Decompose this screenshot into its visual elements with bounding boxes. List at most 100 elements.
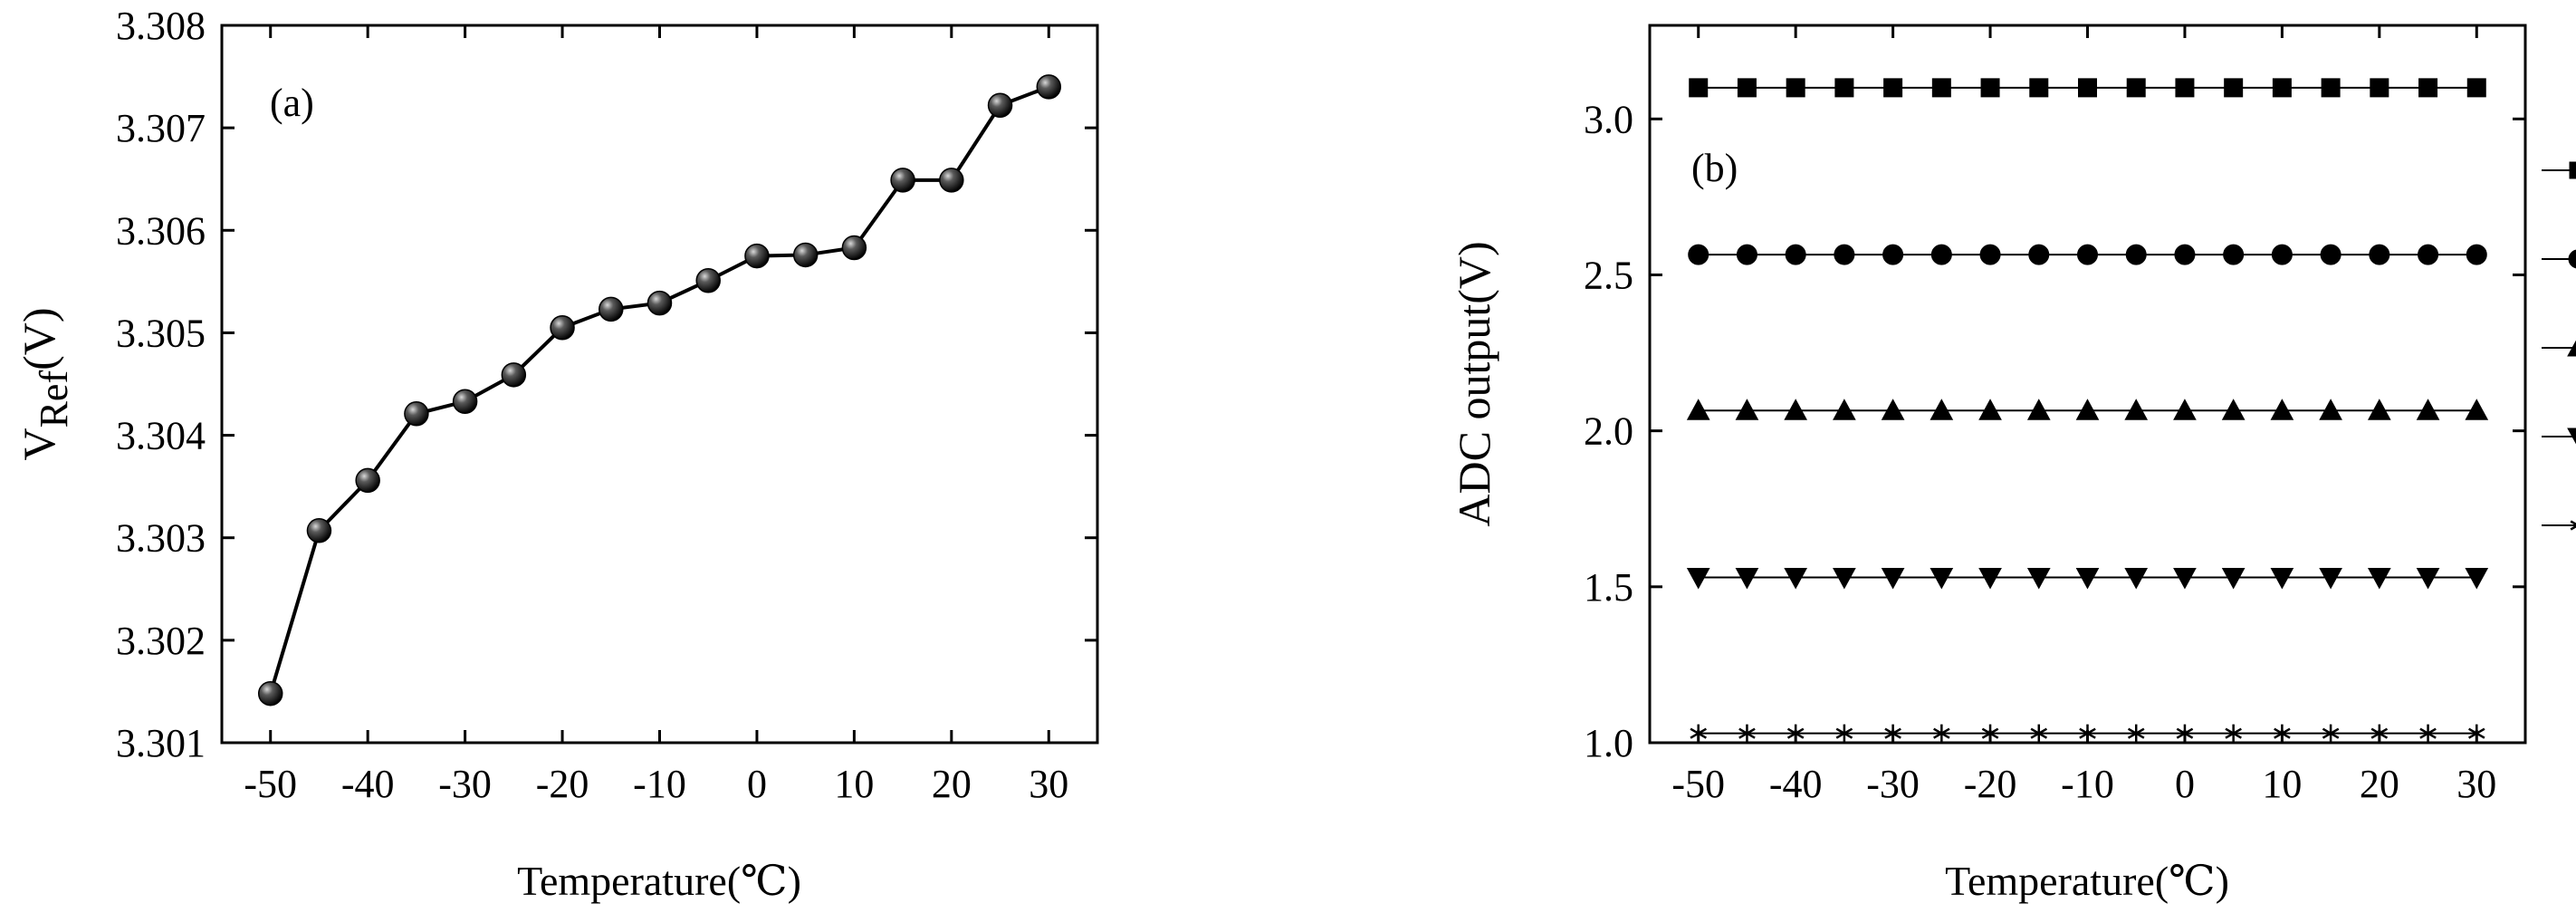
panel-b-data-point xyxy=(2319,399,2342,420)
panel-a-data-point xyxy=(646,290,673,316)
a-y-tick-label: 3.304 xyxy=(116,414,206,458)
panel-b-data-point xyxy=(1735,567,1759,590)
panel-b-data-point xyxy=(2223,244,2245,265)
panel-b-data-point xyxy=(1784,399,1808,420)
panel-b-data-point xyxy=(2124,567,2149,590)
panel-b-data-point xyxy=(2466,78,2486,98)
a-y-tick-label: 3.301 xyxy=(116,721,206,765)
panel-b-frame xyxy=(1648,24,2527,745)
panel-b-data-point xyxy=(1690,724,1708,743)
b-x-tick-label: 10 xyxy=(2262,762,2302,806)
panel-b-data-point xyxy=(2174,244,2196,265)
panel-a-data-point xyxy=(306,518,332,543)
panel-b-data-point xyxy=(2319,567,2342,590)
panel-b-data-point xyxy=(2369,244,2390,265)
panel-b-data-point xyxy=(1978,567,2002,590)
panel-b-series-3V xyxy=(1689,78,2486,98)
panel-b-data-point xyxy=(2077,244,2098,265)
panel-b-data-point xyxy=(2320,244,2341,265)
b-x-tick-label: -40 xyxy=(1769,762,1823,806)
panel-b-label: (b) xyxy=(1691,146,1738,190)
a-x-tick-label: 30 xyxy=(1029,762,1068,806)
panel-a-data-point xyxy=(939,168,964,193)
a-x-tick-label: -40 xyxy=(341,762,395,806)
a-x-tick-label: -10 xyxy=(633,762,686,806)
b-x-tick-label: 20 xyxy=(2360,762,2399,806)
panel-b-data-point xyxy=(1881,399,1905,420)
panel-a-data-point xyxy=(744,243,770,269)
panel-a-y-axis-title: VRef(V) xyxy=(14,307,76,460)
legend-item-1V: 1V xyxy=(2542,520,2576,531)
panel-b-data-point xyxy=(2321,78,2341,98)
legend-marker xyxy=(2569,161,2576,179)
panel-b-data-point xyxy=(2030,724,2048,743)
panel-a-label: (a) xyxy=(270,81,314,125)
panel-b-data-point xyxy=(2272,78,2292,98)
panel-b-data-point xyxy=(2175,78,2195,98)
panel-b-data-point xyxy=(1688,244,1709,265)
a-x-tick-label: -20 xyxy=(536,762,589,806)
panel-b-data-point xyxy=(2224,78,2244,98)
panel-b-data-point xyxy=(2416,567,2440,590)
panel-b-legend: 3V 2.5V 2V 1.5V 1V xyxy=(2542,161,2576,531)
panel-a-data-point xyxy=(404,401,429,427)
panel-a-data-point xyxy=(452,389,478,414)
panel-b-data-point xyxy=(2176,724,2194,743)
panel-b-data-point xyxy=(2418,244,2439,265)
panel-a-data-points xyxy=(257,74,1062,706)
panel-b-data-point xyxy=(2125,244,2147,265)
panel-b-data-point xyxy=(2126,78,2146,98)
panel-b-data-point xyxy=(2419,724,2437,743)
panel-b-data-point xyxy=(2225,724,2242,743)
panel-b-series-2V xyxy=(1686,399,2489,420)
panel-b-data-point xyxy=(1931,78,1951,98)
panel-b-data-point xyxy=(1835,724,1853,743)
legend-item-2.5V: 2.5V xyxy=(2542,249,2576,269)
panel-b-data-point xyxy=(2075,399,2100,420)
panel-b-series-1.5V xyxy=(1686,567,2489,590)
b-x-tick-label: -30 xyxy=(1866,762,1920,806)
panel-b-data-point xyxy=(2465,399,2489,420)
panel-b-data-point xyxy=(1786,78,1805,98)
legend-item-3V: 3V xyxy=(2542,161,2576,179)
panel-b-data-point xyxy=(1834,244,1855,265)
panel-b-data-point xyxy=(2271,244,2293,265)
panel-b-data-point xyxy=(2466,244,2487,265)
panel-b-data-point xyxy=(2322,724,2340,743)
panel-b-data-point xyxy=(1930,244,1952,265)
panel-b-data-point xyxy=(2124,399,2149,420)
panel-b-data-point xyxy=(1737,78,1757,98)
panel-b-data-point xyxy=(1979,244,2001,265)
panel-a-data-point xyxy=(501,362,527,388)
panel-b-series-2.5V xyxy=(1688,244,2487,265)
panel-b-data-point xyxy=(1881,567,1905,590)
a-y-tick-label: 3.308 xyxy=(116,4,206,48)
panel-b-data-point xyxy=(2367,567,2391,590)
panel-b-data-point xyxy=(1882,244,1904,265)
panel-b-data-point xyxy=(2127,724,2145,743)
panel-a-y-axis-subscript: Ref xyxy=(32,370,76,428)
panel-b-data-point xyxy=(1686,567,1710,590)
panel-a-data-point xyxy=(550,315,575,341)
panel-b-y-tick-labels: 1.0 1.5 2.0 2.5 3.0 xyxy=(1584,97,1633,765)
panel-b-x-tick-labels: -50 -40 -30 -20 -10 0 10 20 30 xyxy=(1671,762,2496,806)
legend-item-2V: 2V xyxy=(2542,340,2576,357)
panel-a-data-point xyxy=(355,467,380,494)
panel-b-data-point xyxy=(1689,78,1709,98)
panel-b-data-point xyxy=(2075,567,2100,590)
panel-b-data-point xyxy=(1883,78,1903,98)
panel-b-x-axis-title: Temperature(℃) xyxy=(1945,858,2229,904)
panel-a-y-axis-unit: (V) xyxy=(14,307,64,370)
panel-b-data-point xyxy=(2221,567,2246,590)
a-y-tick-label: 3.305 xyxy=(116,311,206,355)
b-x-tick-label: -20 xyxy=(1964,762,2017,806)
panel-b-data-point xyxy=(1738,724,1756,743)
panel-b-data-point xyxy=(1833,567,1856,590)
panel-b-data-point xyxy=(2467,724,2485,743)
panel-a-y-tick-labels: 3.301 3.302 3.303 3.304 3.305 3.306 3.307 3.308 xyxy=(116,4,206,765)
panel-b-data-point xyxy=(2173,567,2197,590)
panel-b-data-point xyxy=(1930,567,1954,590)
b-y-tick-label: 2.5 xyxy=(1584,253,1633,297)
panel-b-data-point xyxy=(1933,724,1950,743)
b-y-tick-label: 2.0 xyxy=(1584,409,1633,454)
